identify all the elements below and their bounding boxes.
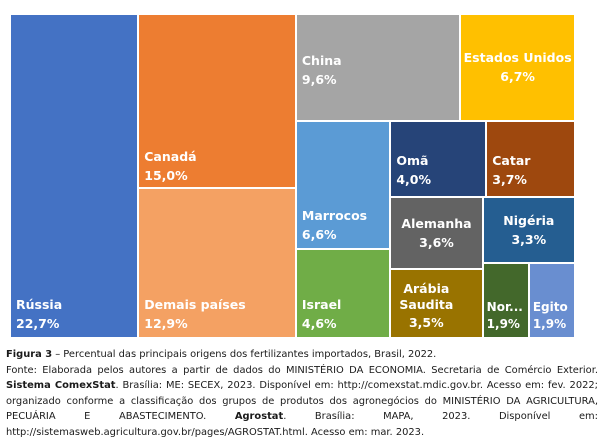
treemap-label-value: 6,7% — [500, 69, 535, 85]
treemap-label: Demais países 12,9% — [144, 295, 245, 333]
source-text-2: . Brasília: ME: SECEX, 2023. Disponível … — [6, 380, 598, 423]
treemap-label-value: 1,9% — [532, 316, 567, 331]
treemap-tile-omã: Omã 4,0% — [390, 120, 487, 198]
treemap-label-name: Demais países — [144, 296, 246, 312]
treemap-tile-alemanha: Alemanha 3,6% — [390, 197, 483, 269]
treemap-tile-nigéria: Nigéria 3,3% — [482, 197, 575, 263]
treemap-label-value: 4,6% — [301, 315, 337, 331]
figure-caption: Figura 3 – Percentual das principais ori… — [6, 347, 598, 441]
source-text-3: . Brasília: MAPA, 2023. Disponível em: h… — [6, 411, 598, 438]
treemap-label: Nor... 1,9% — [487, 299, 523, 333]
treemap-tile-egito: Egito 1,9% — [528, 262, 575, 338]
treemap-label-name: Egito — [532, 299, 568, 314]
treemap-label: Rússia 22,7% — [16, 295, 62, 333]
treemap-label: Israel 4,6% — [302, 295, 341, 333]
treemap-label: Egito 1,9% — [533, 299, 568, 333]
treemap-label-value: 3,6% — [419, 234, 454, 250]
figure-title: – Percentual das principais origens dos … — [52, 349, 437, 360]
treemap-chart: Rússia 22,7% Canadá 15,0% Demais países 12,9%… — [10, 14, 575, 338]
treemap-label-value: 6,6% — [301, 226, 337, 242]
treemap-label-name: Catar — [492, 152, 531, 168]
treemap-tile-nor: Nor... 1,9% — [482, 262, 529, 338]
treemap-label-name: Rússia — [16, 297, 63, 312]
treemap-label: Omã 4,0% — [396, 151, 431, 189]
treemap-tile-demais-países: Demais países 12,9% — [138, 188, 296, 338]
treemap-label: Nigéria 3,3% — [484, 211, 574, 249]
treemap-label-value: 9,6% — [301, 72, 337, 87]
treemap-label-name: Marrocos — [301, 207, 368, 223]
treemap-tile-estados-unidos: Estados Unidos 6,7% — [460, 14, 575, 121]
treemap-label: Estados Unidos 6,7% — [461, 48, 574, 86]
treemap-label-name: Omã — [396, 152, 429, 168]
treemap-label: Alemanha 3,6% — [391, 214, 481, 252]
treemap-label: China 9,6% — [302, 51, 342, 89]
treemap-tile-catar: Catar 3,7% — [486, 120, 575, 198]
treemap-label: Arábia Saudita 3,5% — [396, 281, 456, 332]
treemap-tile-marrocos: Marrocos 6,6% — [295, 120, 391, 249]
treemap-label: Canadá 15,0% — [144, 147, 196, 185]
treemap-tile-canadá: Canadá 15,0% — [138, 14, 296, 189]
treemap-label-name: Nigéria — [503, 212, 555, 228]
treemap-tile-israel: Israel 4,6% — [295, 248, 391, 338]
treemap-label-name: Canadá — [144, 149, 197, 164]
treemap-label: Catar 3,7% — [492, 151, 530, 189]
treemap-label-name: Estados Unidos — [463, 50, 572, 66]
treemap-tile-arábia-saudita: Arábia Saudita 3,5% — [390, 268, 483, 338]
treemap-label-name: Arábia Saudita — [399, 280, 454, 312]
treemap-tile-china: China 9,6% — [295, 14, 461, 121]
source-text-1: Fonte: Elaborada pelos autores a partir … — [6, 364, 598, 376]
treemap-tile-rússia: Rússia 22,7% — [10, 14, 139, 338]
treemap-label-name: Nor... — [486, 299, 523, 314]
treemap-label-value: 3,3% — [511, 231, 547, 247]
treemap-label-value: 1,9% — [486, 316, 520, 331]
treemap-label-value: 15,0% — [144, 168, 188, 183]
treemap-label-name: Israel — [301, 296, 342, 312]
source-bold-comexstat: Sistema ComexStat — [6, 380, 116, 392]
treemap-label-value: 4,0% — [396, 171, 431, 187]
treemap-label-name: Alemanha — [401, 215, 472, 231]
source-bold-agrostat: Agrostat — [234, 411, 284, 423]
treemap-label-value: 22,7% — [16, 316, 60, 331]
treemap-label-value: 3,5% — [408, 314, 444, 330]
treemap-label-name: China — [301, 53, 342, 68]
treemap-label: Marrocos 6,6% — [302, 206, 367, 244]
figure-label: Figura 3 — [6, 349, 53, 360]
treemap-label-value: 12,9% — [144, 315, 188, 331]
treemap-label-value: 3,7% — [492, 171, 527, 187]
